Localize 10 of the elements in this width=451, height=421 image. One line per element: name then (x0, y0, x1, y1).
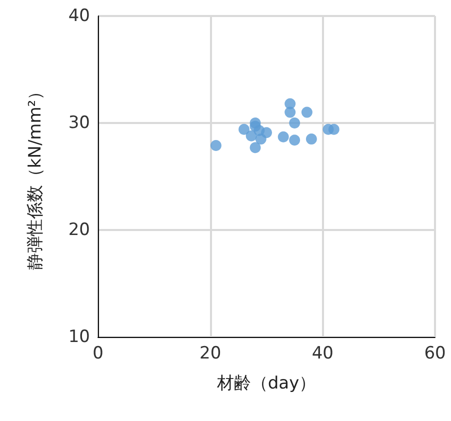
y-axis-title: 静弾性係数（kN/mm²） (26, 82, 46, 270)
x-axis-title: 材齢（day） (216, 374, 316, 394)
x-tick-label: 0 (92, 344, 104, 364)
x-tick-label: 40 (312, 344, 334, 364)
x-tick-label: 60 (424, 344, 446, 364)
y-tick-label: 30 (68, 113, 90, 133)
y-tick-label: 10 (68, 327, 90, 347)
y-tick-label: 40 (68, 6, 90, 26)
y-tick-label: 20 (68, 220, 90, 240)
x-tick-label: 20 (200, 344, 222, 364)
